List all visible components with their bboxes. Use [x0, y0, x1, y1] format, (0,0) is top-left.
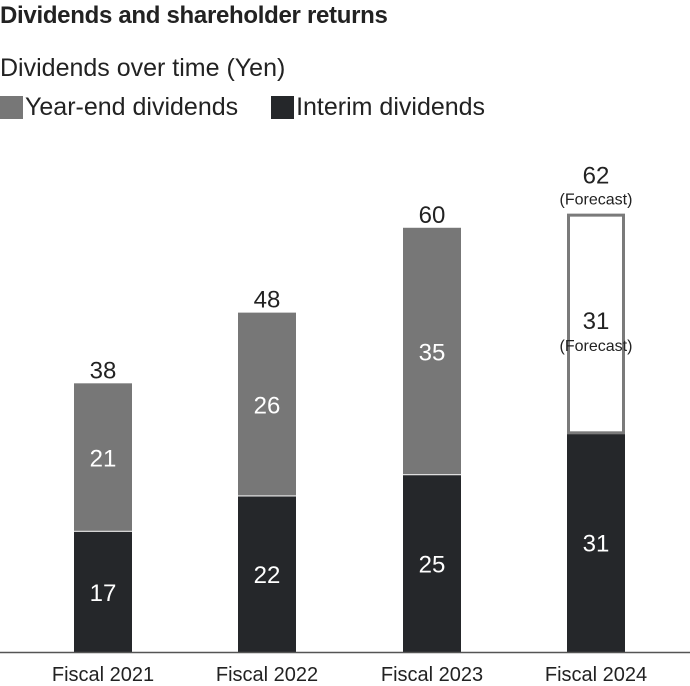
label-interim-1: 17 [90, 580, 117, 607]
bar-year-end-1 [74, 383, 132, 531]
label-total-1: 38 [90, 357, 117, 384]
label-year-end-2: 26 [254, 393, 281, 420]
label-year-end-4: 31 [583, 308, 610, 335]
label-interim-2: 22 [254, 562, 281, 589]
x-tick-label-2: Fiscal 2022 [216, 664, 318, 686]
chart-title: Dividends and shareholder returns [0, 2, 388, 29]
legend-label-interim: Interim dividends [296, 93, 486, 121]
label-total-3: 60 [419, 202, 446, 229]
bar-interim-3 [403, 475, 461, 652]
legend-item-year-end: Year-end dividends [0, 93, 238, 122]
legend-item-interim: Interim dividends [271, 93, 485, 122]
bar-interim-2 [238, 496, 296, 652]
label-total-forecast-4: (Forecast) [560, 192, 633, 209]
bar-interim-1 [74, 531, 132, 652]
legend-swatch-interim [271, 96, 295, 119]
x-tick-label-3: Fiscal 2023 [381, 664, 483, 686]
label-year-end-3: 35 [419, 340, 446, 367]
label-year-end-forecast-4: (Forecast) [560, 338, 633, 355]
x-tick-label-4: Fiscal 2024 [545, 664, 647, 686]
label-interim-4: 31 [583, 530, 610, 557]
label-total-2: 48 [254, 287, 281, 314]
chart-subtitle: Dividends over time (Yen) [0, 54, 286, 82]
label-interim-3: 25 [419, 552, 446, 579]
label-year-end-1: 21 [90, 446, 117, 473]
legend-label-year-end: Year-end dividends [25, 93, 239, 121]
x-tick-label-1: Fiscal 2021 [52, 664, 154, 686]
bar-year-end-3 [403, 227, 461, 475]
bar-year-end-4 [567, 213, 625, 435]
legend: Year-end dividends Interim dividends [0, 93, 511, 126]
bar-interim-4 [567, 432, 625, 652]
label-total-4: 62 [583, 163, 610, 190]
bar-year-end-2 [238, 312, 296, 496]
legend-swatch-year-end [0, 96, 23, 119]
